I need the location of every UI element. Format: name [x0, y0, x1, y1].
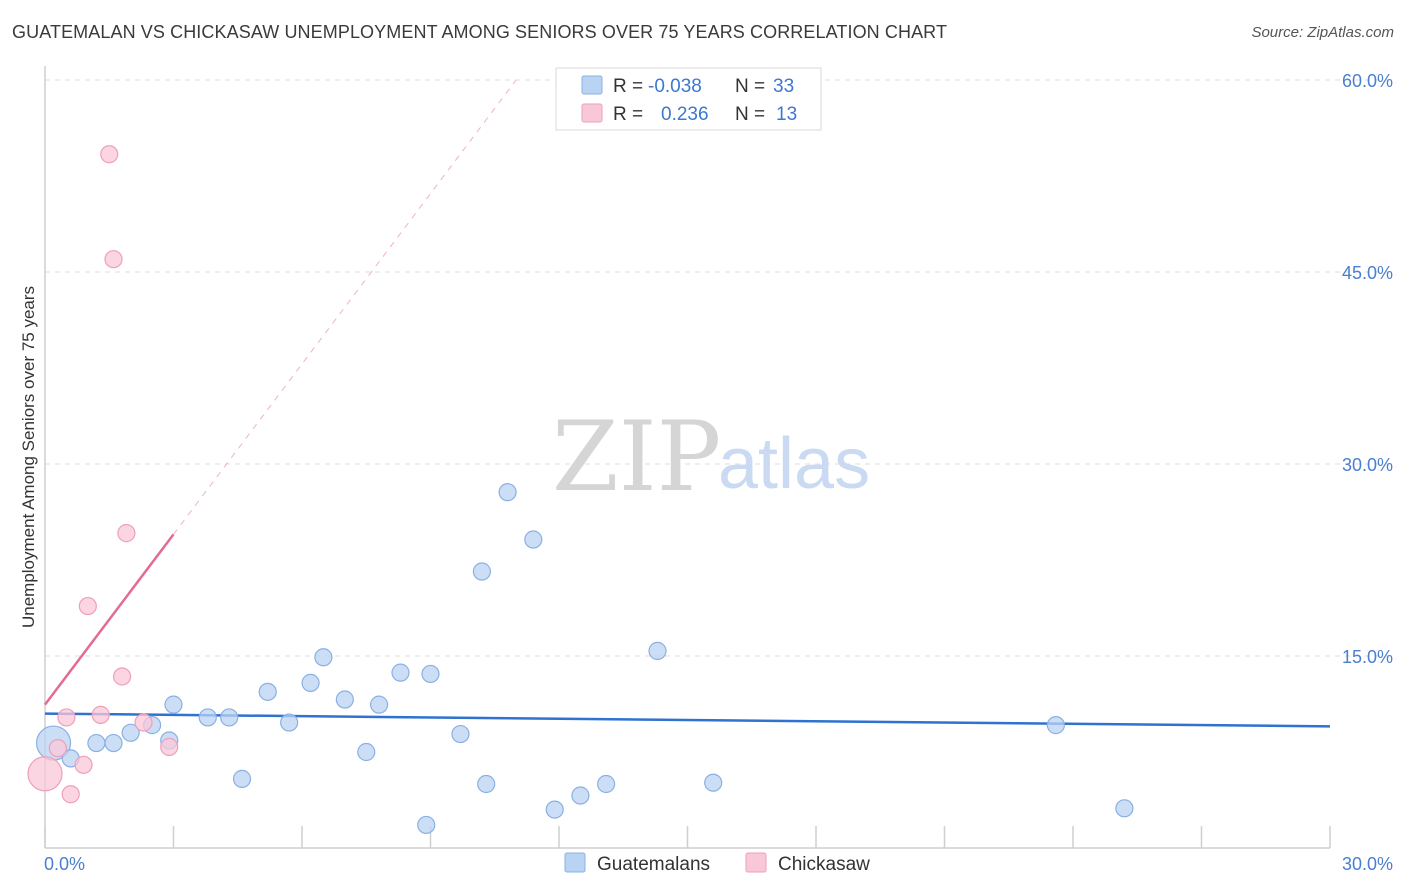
bottom-legend-label-chickasaw: Chickasaw [778, 854, 870, 875]
trend-layer [44, 79, 1331, 728]
guatemalan-point [391, 663, 410, 682]
chickasaw-point [134, 713, 153, 732]
guatemalan-point [421, 664, 440, 684]
guatemalan-point [1115, 799, 1134, 818]
chickasaw-trend-line [44, 533, 175, 706]
chickasaw-point [104, 250, 123, 269]
guatemalan-point [545, 800, 564, 819]
guatemalan-point [571, 786, 590, 805]
chickasaw-point [74, 755, 93, 774]
chickasaw-point [117, 524, 136, 543]
watermark-atlas: atlas [718, 424, 870, 504]
guatemalan-point [335, 690, 354, 709]
bottom-legend-label-guatemalans: Guatemalans [597, 854, 710, 875]
guatemalan-point [357, 742, 376, 762]
watermark: ZIP atlas [552, 401, 870, 513]
legend-top: R = -0.038 N = 33 R = 0.236 N = 13 [555, 67, 822, 131]
chickasaw-point [160, 737, 179, 756]
guatemalan-point [597, 774, 616, 794]
legend-r-label-chickasaw: R = [613, 104, 643, 125]
guatemalan-point [451, 724, 470, 744]
guatemalan-point [121, 723, 140, 742]
chart-source: Source: ZipAtlas.com [1251, 24, 1394, 41]
watermark-zip: ZIP [552, 401, 721, 513]
bottom-legend-swatch-guatemalans [564, 852, 586, 873]
chickasaw-point [91, 705, 110, 724]
x-tick-label: 30.0% [1342, 854, 1393, 874]
chickasaw-point [48, 739, 67, 758]
chickasaw-point [61, 785, 80, 804]
chart-title: GUATEMALAN VS CHICKASAW UNEMPLOYMENT AMO… [12, 22, 948, 42]
guatemalan-point [417, 815, 436, 835]
y-tick-label: 15.0% [1342, 647, 1393, 667]
guatemalan-point [477, 774, 496, 794]
guatemalan-point [498, 483, 517, 502]
chickasaw-point [78, 596, 97, 616]
bottom-legend-swatch-chickasaw [745, 852, 767, 873]
y-tick-label: 60.0% [1342, 71, 1393, 91]
guatemalan-point [648, 641, 667, 660]
guatemalan-point [370, 695, 389, 714]
y-tick-label: 30.0% [1342, 455, 1393, 475]
legend-n-label-guatemalans: N = [735, 76, 765, 97]
x-tick-label: 0.0% [44, 854, 85, 874]
grid-layer [45, 79, 1392, 657]
legend-n-value-chickasaw: 13 [776, 104, 797, 125]
guatemalan-point [472, 562, 491, 581]
legend-bottom: Guatemalans Chickasaw [564, 852, 870, 875]
legend-n-label-chickasaw: N = [735, 104, 765, 125]
chickasaw-point [57, 708, 76, 727]
legend-r-value-guatemalans: -0.038 [648, 76, 702, 97]
guatemalan-point [87, 733, 106, 753]
chickasaw-point [100, 145, 119, 164]
legend-swatch-guatemalans [581, 75, 603, 95]
legend-swatch-chickasaw [581, 103, 603, 123]
guatemalan-point [314, 648, 333, 667]
chickasaw-point [112, 667, 132, 686]
guatemalan-point [258, 682, 277, 701]
guatemalan-point [301, 673, 320, 692]
ticks-layer: 15.0% 30.0% 45.0% 60.0% 0.0% 30.0% [44, 71, 1393, 874]
y-axis-label: Unemployment Among Seniors over 75 years [19, 286, 38, 628]
chickasaw-point [27, 756, 63, 792]
guatemalan-point [704, 773, 723, 792]
legend-r-label-guatemalans: R = [613, 76, 643, 97]
legend-n-value-guatemalans: 33 [773, 76, 794, 97]
guatemalan-point [524, 530, 543, 549]
guatemalan-point [198, 708, 217, 727]
guatemalan-point [104, 733, 123, 753]
points-layer [27, 145, 1134, 835]
guatemalan-trend-line [44, 712, 1331, 728]
guatemalan-point [232, 769, 252, 788]
guatemalan-point [280, 713, 299, 732]
guatemalan-point [220, 708, 239, 727]
guatemalan-point [164, 695, 183, 714]
y-tick-label: 45.0% [1342, 263, 1393, 283]
chickasaw-trend-extension [173, 79, 517, 535]
legend-r-value-chickasaw: 0.236 [661, 104, 709, 125]
guatemalan-point [1046, 716, 1065, 735]
